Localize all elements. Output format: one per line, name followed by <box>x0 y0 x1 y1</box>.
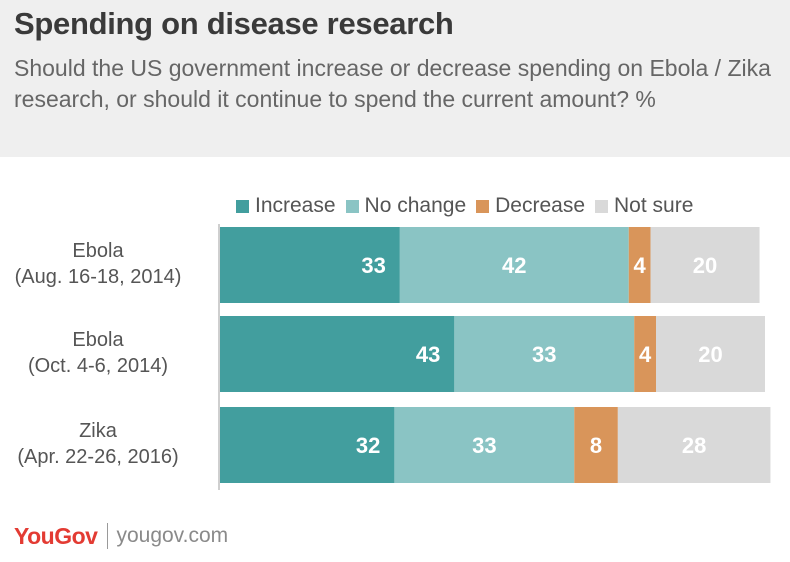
row-label-name: Ebola <box>72 329 124 351</box>
legend-swatch-no-change <box>345 199 359 213</box>
data-label-increase-row-1: 33 <box>361 253 385 278</box>
bar-segment-no-change-row-1 <box>399 227 629 303</box>
data-label-increase-row-2: 43 <box>416 342 440 367</box>
bar-segment-increase-row-1 <box>220 227 400 303</box>
row-label-ebola-oct-2014: Ebola (Oct. 4-6, 2014) <box>0 327 198 379</box>
row-label-date: (Oct. 4-6, 2014) <box>27 355 169 377</box>
bar-segment-decrease-row-2 <box>634 316 656 392</box>
chart-header: Spending on disease research Should the … <box>0 0 790 157</box>
legend-item-decrease: Decrease <box>476 194 585 218</box>
legend-label-no-change: No change <box>364 194 467 217</box>
legend-label-increase: Increase <box>255 194 336 217</box>
data-label-not-sure-row-2: 20 <box>698 342 722 367</box>
row-label-ebola-aug-2014: Ebola (Aug. 16-18, 2014) <box>0 238 198 290</box>
bar-segment-increase-row-2 <box>220 316 455 392</box>
chart-title: Spending on disease research <box>14 6 454 41</box>
row-label-zika-apr-2016: Zika (Apr. 22-26, 2016) <box>0 418 198 470</box>
data-label-decrease-row-3: 8 <box>590 433 602 458</box>
bar-segment-not-sure-row-1 <box>650 227 760 303</box>
chart-legend: Increase No change Decrease Not sure <box>236 193 703 219</box>
bar-segment-not-sure-row-3 <box>617 407 771 483</box>
row-label-date: (Apr. 22-26, 2016) <box>17 446 179 468</box>
bar-segment-decrease-row-1 <box>628 227 651 303</box>
bar-segment-decrease-row-3 <box>574 407 618 483</box>
bar-segment-no-change-row-3 <box>394 407 575 483</box>
legend-item-not-sure: Not sure <box>595 194 693 218</box>
chart-subtitle: Should the US government increase or dec… <box>14 55 771 112</box>
yougov-logo: YouGov <box>14 522 98 549</box>
data-label-not-sure-row-1: 20 <box>693 253 717 278</box>
source-url: yougov.com <box>116 524 229 547</box>
data-label-increase-row-3: 32 <box>356 433 380 458</box>
bar-segment-not-sure-row-2 <box>656 316 765 392</box>
row-label-date: (Aug. 16-18, 2014) <box>14 266 182 288</box>
row-label-name: Ebola <box>72 240 124 262</box>
bar-segment-no-change-row-2 <box>454 316 635 392</box>
data-label-not-sure-row-3: 28 <box>682 433 706 458</box>
data-label-no-change-row-3: 33 <box>472 433 496 458</box>
legend-swatch-not-sure <box>595 199 609 213</box>
legend-label-decrease: Decrease <box>495 194 586 217</box>
legend-swatch-decrease <box>476 199 490 213</box>
legend-swatch-increase <box>236 199 249 213</box>
data-label-no-change-row-2: 33 <box>532 342 556 367</box>
data-label-no-change-row-1: 42 <box>502 253 526 278</box>
bar-segment-increase-row-3 <box>220 407 395 483</box>
row-label-name: Zika <box>79 420 117 442</box>
footer-divider <box>107 523 109 549</box>
category-axis-line <box>218 224 220 490</box>
legend-item-no-change: No change <box>345 194 467 218</box>
data-label-decrease-row-2: 4 <box>639 342 652 367</box>
legend-item-increase: Increase <box>236 194 336 218</box>
chart-footer: YouGov yougov.com <box>14 520 228 552</box>
legend-label-not-sure: Not sure <box>614 194 694 217</box>
data-label-decrease-row-1: 4 <box>634 253 647 278</box>
